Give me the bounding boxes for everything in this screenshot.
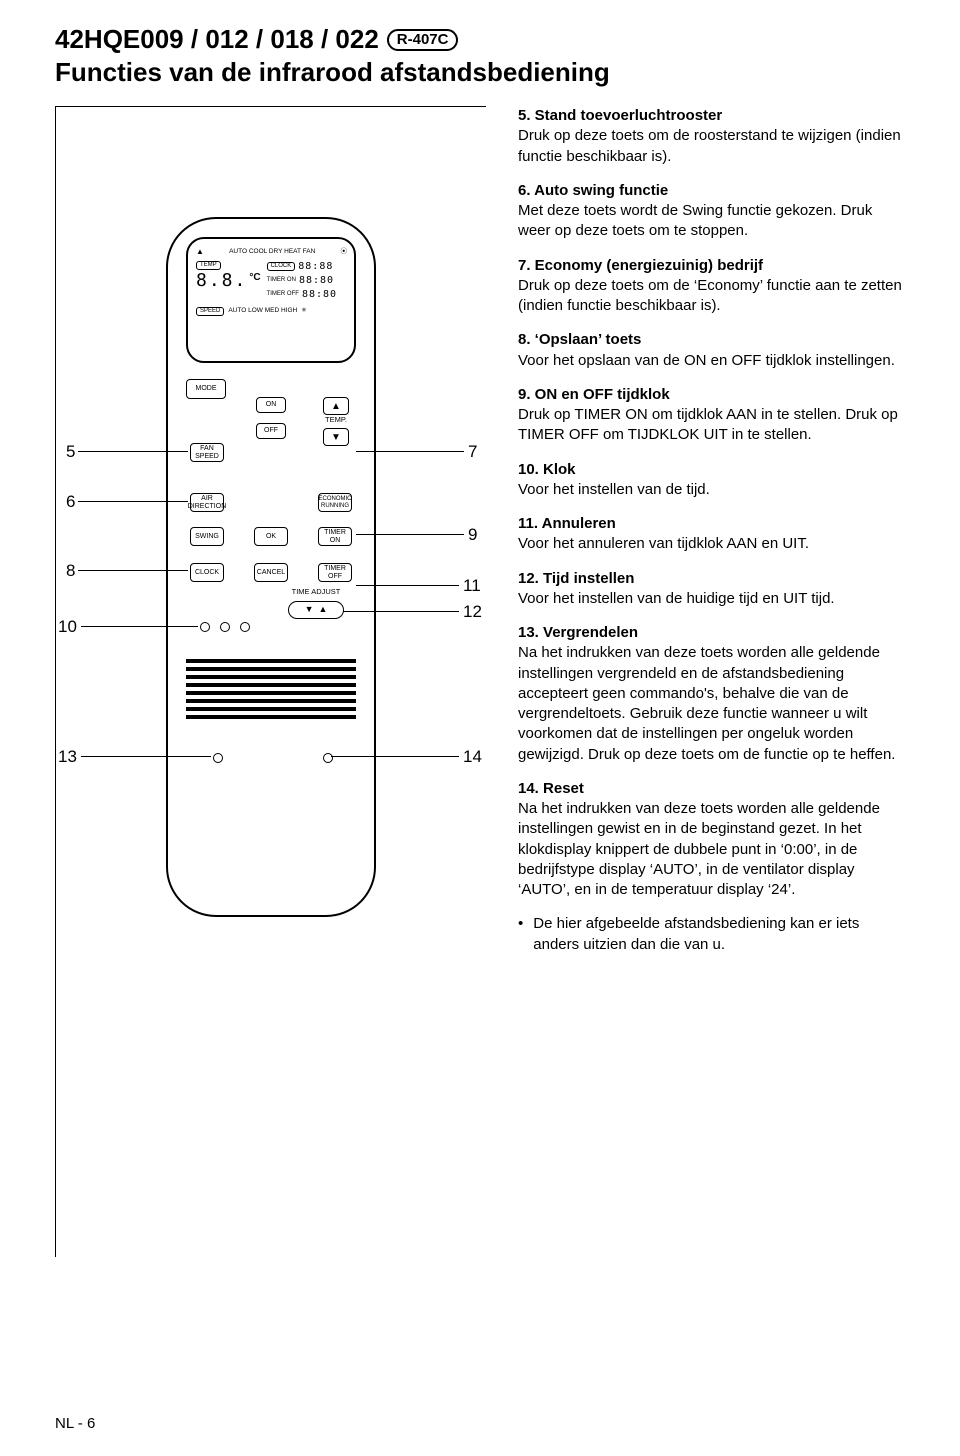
diagram-frame: 5 6 8 10 13 7 9 11 12 14 <box>55 106 486 1257</box>
description-column: 5. Stand toevoerluchtrooster Druk op deze… <box>518 106 905 969</box>
reset-hole-14[interactable] <box>323 753 333 763</box>
callout-10: 10 <box>58 617 77 637</box>
lcd-timer-on-value: 88:80 <box>299 275 334 287</box>
bullet: • <box>518 914 523 955</box>
i5-body: Druk op deze toets om de roosterstand te… <box>518 127 901 164</box>
swing-button[interactable]: SWING <box>190 527 224 546</box>
timer-on-button[interactable]: TIMER ON <box>318 527 352 546</box>
i6-body: Met deze toets wordt de Swing functie ge… <box>518 202 872 239</box>
callout-6: 6 <box>66 492 75 512</box>
i8-title: 8. ‘Opslaan’ toets <box>518 331 641 348</box>
fan-speed-button[interactable]: FAN SPEED <box>190 443 224 462</box>
clock-button[interactable]: CLOCK <box>190 563 224 582</box>
signal-icon: ⦿ <box>340 248 346 256</box>
i10-body: Voor het instellen van de tijd. <box>518 481 710 498</box>
temp-label: TEMP. <box>318 416 354 424</box>
mode-button[interactable]: MODE <box>186 379 226 399</box>
ok-button[interactable]: OK <box>254 527 288 546</box>
subtitle: Functies van de infrarood afstandsbedien… <box>55 57 905 88</box>
lock-hole-13[interactable] <box>213 753 223 763</box>
i5-title: 5. Stand toevoerluchtrooster <box>518 107 722 124</box>
lcd-speeds: AUTO LOW MED HIGH <box>228 307 297 315</box>
lcd-timer-off-label: TIMER OFF <box>267 291 299 298</box>
cancel-button[interactable]: CANCEL <box>254 563 288 582</box>
temp-up-button[interactable]: ▲ <box>323 397 349 415</box>
i14-title: 14. Reset <box>518 780 584 797</box>
fan-icon: ✳ <box>301 307 306 315</box>
lcd-display: ▲ AUTO COOL DRY HEAT FAN ⦿ TEMP 8.8. °C <box>186 237 356 363</box>
i10-title: 10. Klok <box>518 461 576 478</box>
lock-pinhole[interactable] <box>200 622 210 632</box>
callout-8: 8 <box>66 561 75 581</box>
lcd-temp-label: TEMP <box>196 261 221 270</box>
lcd-degree: °C <box>249 272 260 284</box>
time-adjust-label: TIME ADJUST <box>276 588 356 596</box>
callout-14: 14 <box>463 747 482 767</box>
lcd-clock-value: 88:88 <box>298 261 333 273</box>
i6-title: 6. Auto swing functie <box>518 182 668 199</box>
model-heading: 42HQE009 / 012 / 018 / 022 <box>55 24 379 55</box>
i13-body: Na het indrukken van deze toets worden a… <box>518 644 895 762</box>
i13-title: 13. Vergrendelen <box>518 624 638 641</box>
page-footer: NL - 6 <box>55 1415 95 1432</box>
remote-body: ▲ AUTO COOL DRY HEAT FAN ⦿ TEMP 8.8. °C <box>166 217 376 917</box>
callout-9: 9 <box>468 525 477 545</box>
lcd-speed-label: SPEED <box>196 307 224 316</box>
callout-11: 11 <box>463 576 481 596</box>
temp-down-button[interactable]: ▼ <box>323 428 349 446</box>
lcd-timer-on-label: TIMER ON <box>267 277 296 284</box>
i14-body: Na het indrukken van deze toets worden a… <box>518 800 880 898</box>
callout-13: 13 <box>58 747 77 767</box>
time-adjust-button[interactable]: ▼ ▲ <box>288 601 344 619</box>
note-body: De hier afgebeelde afstandsbediening kan… <box>533 914 905 955</box>
i8-body: Voor het opslaan van de ON en OFF tijdkl… <box>518 352 895 369</box>
refrigerant-badge: R-407C <box>387 29 459 51</box>
i7-title: 7. Economy (energiezuinig) bedrijf <box>518 257 763 274</box>
pinhole-2[interactable] <box>220 622 230 632</box>
speaker-grille <box>186 659 356 719</box>
i11-body: Voor het annuleren van tijdklok AAN en U… <box>518 535 809 552</box>
pinhole-3[interactable] <box>240 622 250 632</box>
lcd-timer-off-value: 88:80 <box>302 289 337 301</box>
off-button[interactable]: OFF <box>256 423 286 439</box>
i12-title: 12. Tijd instellen <box>518 570 634 587</box>
callout-7: 7 <box>468 442 477 462</box>
callout-5: 5 <box>66 442 75 462</box>
lcd-clock-label: CLOCK <box>267 262 296 271</box>
timer-off-button[interactable]: TIMER OFF <box>318 563 352 582</box>
i12-body: Voor het instellen van de huidige tijd e… <box>518 590 835 607</box>
up-indicator-icon: ▲ <box>196 247 204 257</box>
i11-title: 11. Annuleren <box>518 515 616 532</box>
i9-title: 9. ON en OFF tijdklok <box>518 386 670 403</box>
lcd-modes: AUTO COOL DRY HEAT FAN <box>229 248 315 256</box>
i7-body: Druk op deze toets om de ‘Economy’ funct… <box>518 277 902 314</box>
economic-running-button[interactable]: ECONOMIC RUNNING <box>318 493 352 512</box>
i9-body: Druk op TIMER ON om tijdklok AAN in te s… <box>518 406 898 443</box>
lcd-temp-value: 8.8. <box>196 272 247 290</box>
air-direction-button[interactable]: AIR DIRECTION <box>190 493 224 512</box>
on-button[interactable]: ON <box>256 397 286 413</box>
callout-12: 12 <box>463 602 482 622</box>
